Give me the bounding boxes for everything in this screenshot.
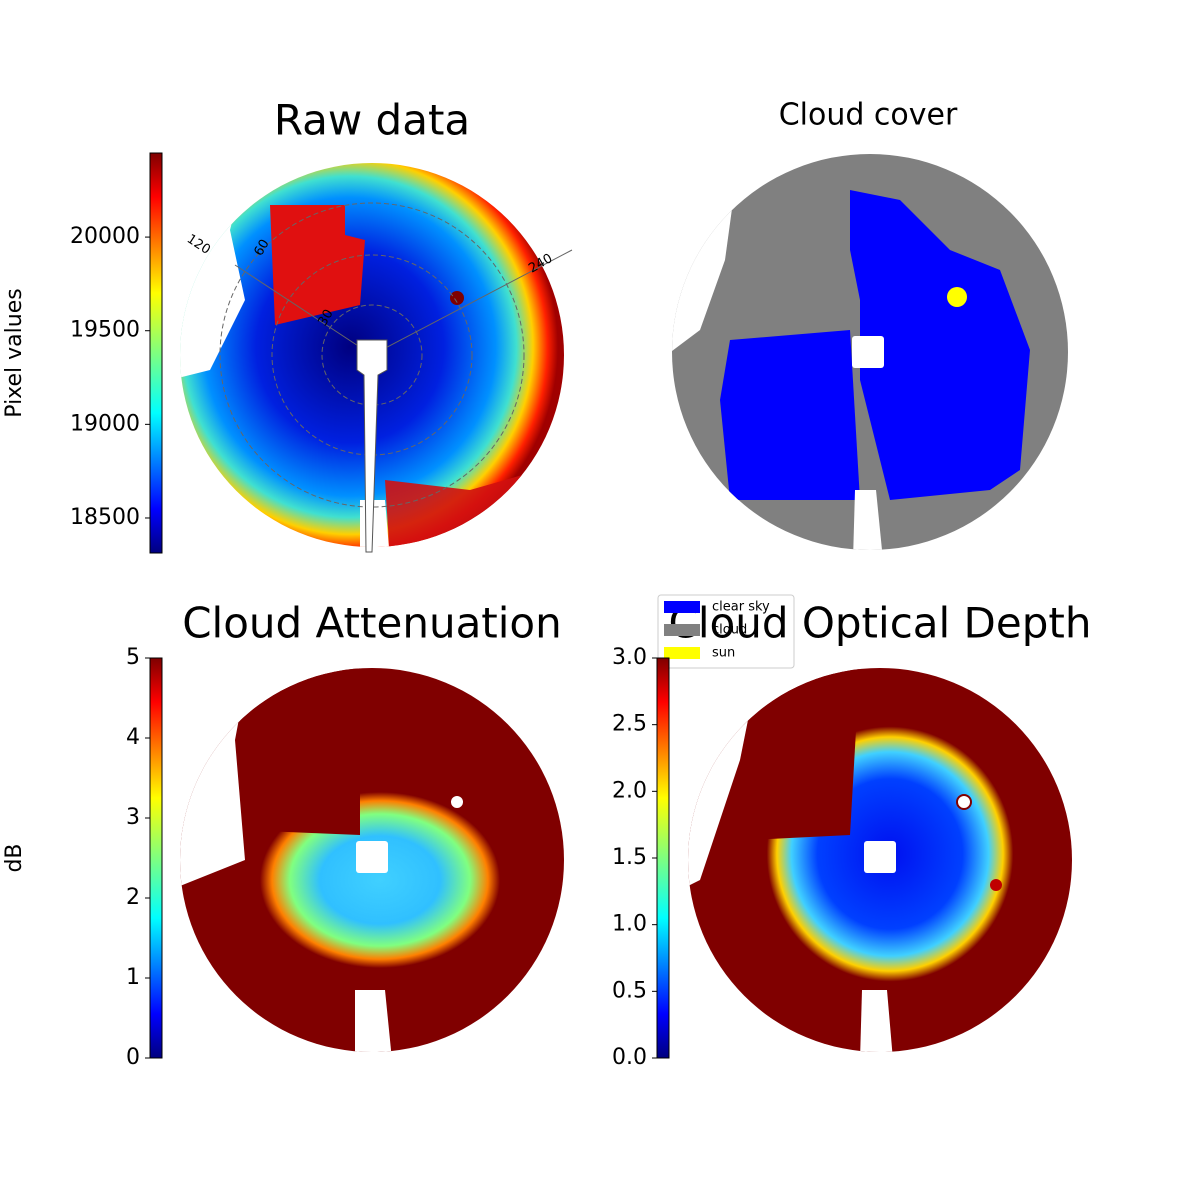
colorbar-tick-label: 3.0 bbox=[612, 645, 647, 670]
mast bbox=[356, 339, 388, 553]
colorbar-tick-label: 19500 bbox=[70, 318, 140, 343]
colorbar-tick-label: 18500 bbox=[70, 505, 140, 530]
colorbar-tick-label: 1.0 bbox=[612, 912, 647, 937]
colorbar-tick-label: 2.5 bbox=[612, 712, 647, 737]
colorbar bbox=[656, 657, 670, 1059]
colorbar bbox=[149, 657, 163, 1059]
legend-label: cloud bbox=[712, 623, 747, 638]
polar-label: 30 bbox=[316, 307, 337, 329]
legend-swatch bbox=[664, 647, 700, 659]
mast bbox=[864, 841, 896, 873]
colorbar-tick-label: 4 bbox=[126, 725, 140, 750]
legend-label: clear sky bbox=[712, 600, 770, 615]
mast bbox=[852, 336, 884, 368]
colorbar-tick-label: 2.0 bbox=[612, 778, 647, 803]
legend-swatch bbox=[664, 624, 700, 636]
panel-title: Cloud Optical Depth bbox=[669, 599, 1092, 648]
colorbar-tick-label: 5 bbox=[126, 645, 140, 670]
colorbar-tick-label: 19000 bbox=[70, 411, 140, 436]
polar-label: 120 bbox=[184, 232, 213, 258]
colorbar-tick-label: 0.5 bbox=[612, 978, 647, 1003]
colorbar-tick-label: 0 bbox=[126, 1045, 140, 1070]
panel-title: Raw data bbox=[274, 96, 470, 145]
mast bbox=[356, 841, 388, 873]
colorbar-tick-label: 1.5 bbox=[612, 845, 647, 870]
colorbar-label: Pixel values bbox=[2, 288, 27, 417]
colorbar bbox=[149, 152, 163, 554]
legend-swatch bbox=[664, 601, 700, 613]
colorbar-tick-label: 20000 bbox=[70, 224, 140, 249]
colorbar-tick-label: 3 bbox=[126, 805, 140, 830]
colorbar-tick-label: 0.0 bbox=[612, 1045, 647, 1070]
colorbar-tick-label: 2 bbox=[126, 885, 140, 910]
panel-title: Cloud cover bbox=[779, 98, 958, 133]
panel-title: Cloud Attenuation bbox=[182, 599, 562, 648]
cloud-mask-image bbox=[672, 154, 1068, 550]
polar-label: 60 bbox=[252, 237, 273, 259]
colorbar-tick-label: 1 bbox=[126, 965, 140, 990]
legend-label: sun bbox=[712, 646, 735, 661]
colorbar-label: dB bbox=[2, 843, 27, 872]
